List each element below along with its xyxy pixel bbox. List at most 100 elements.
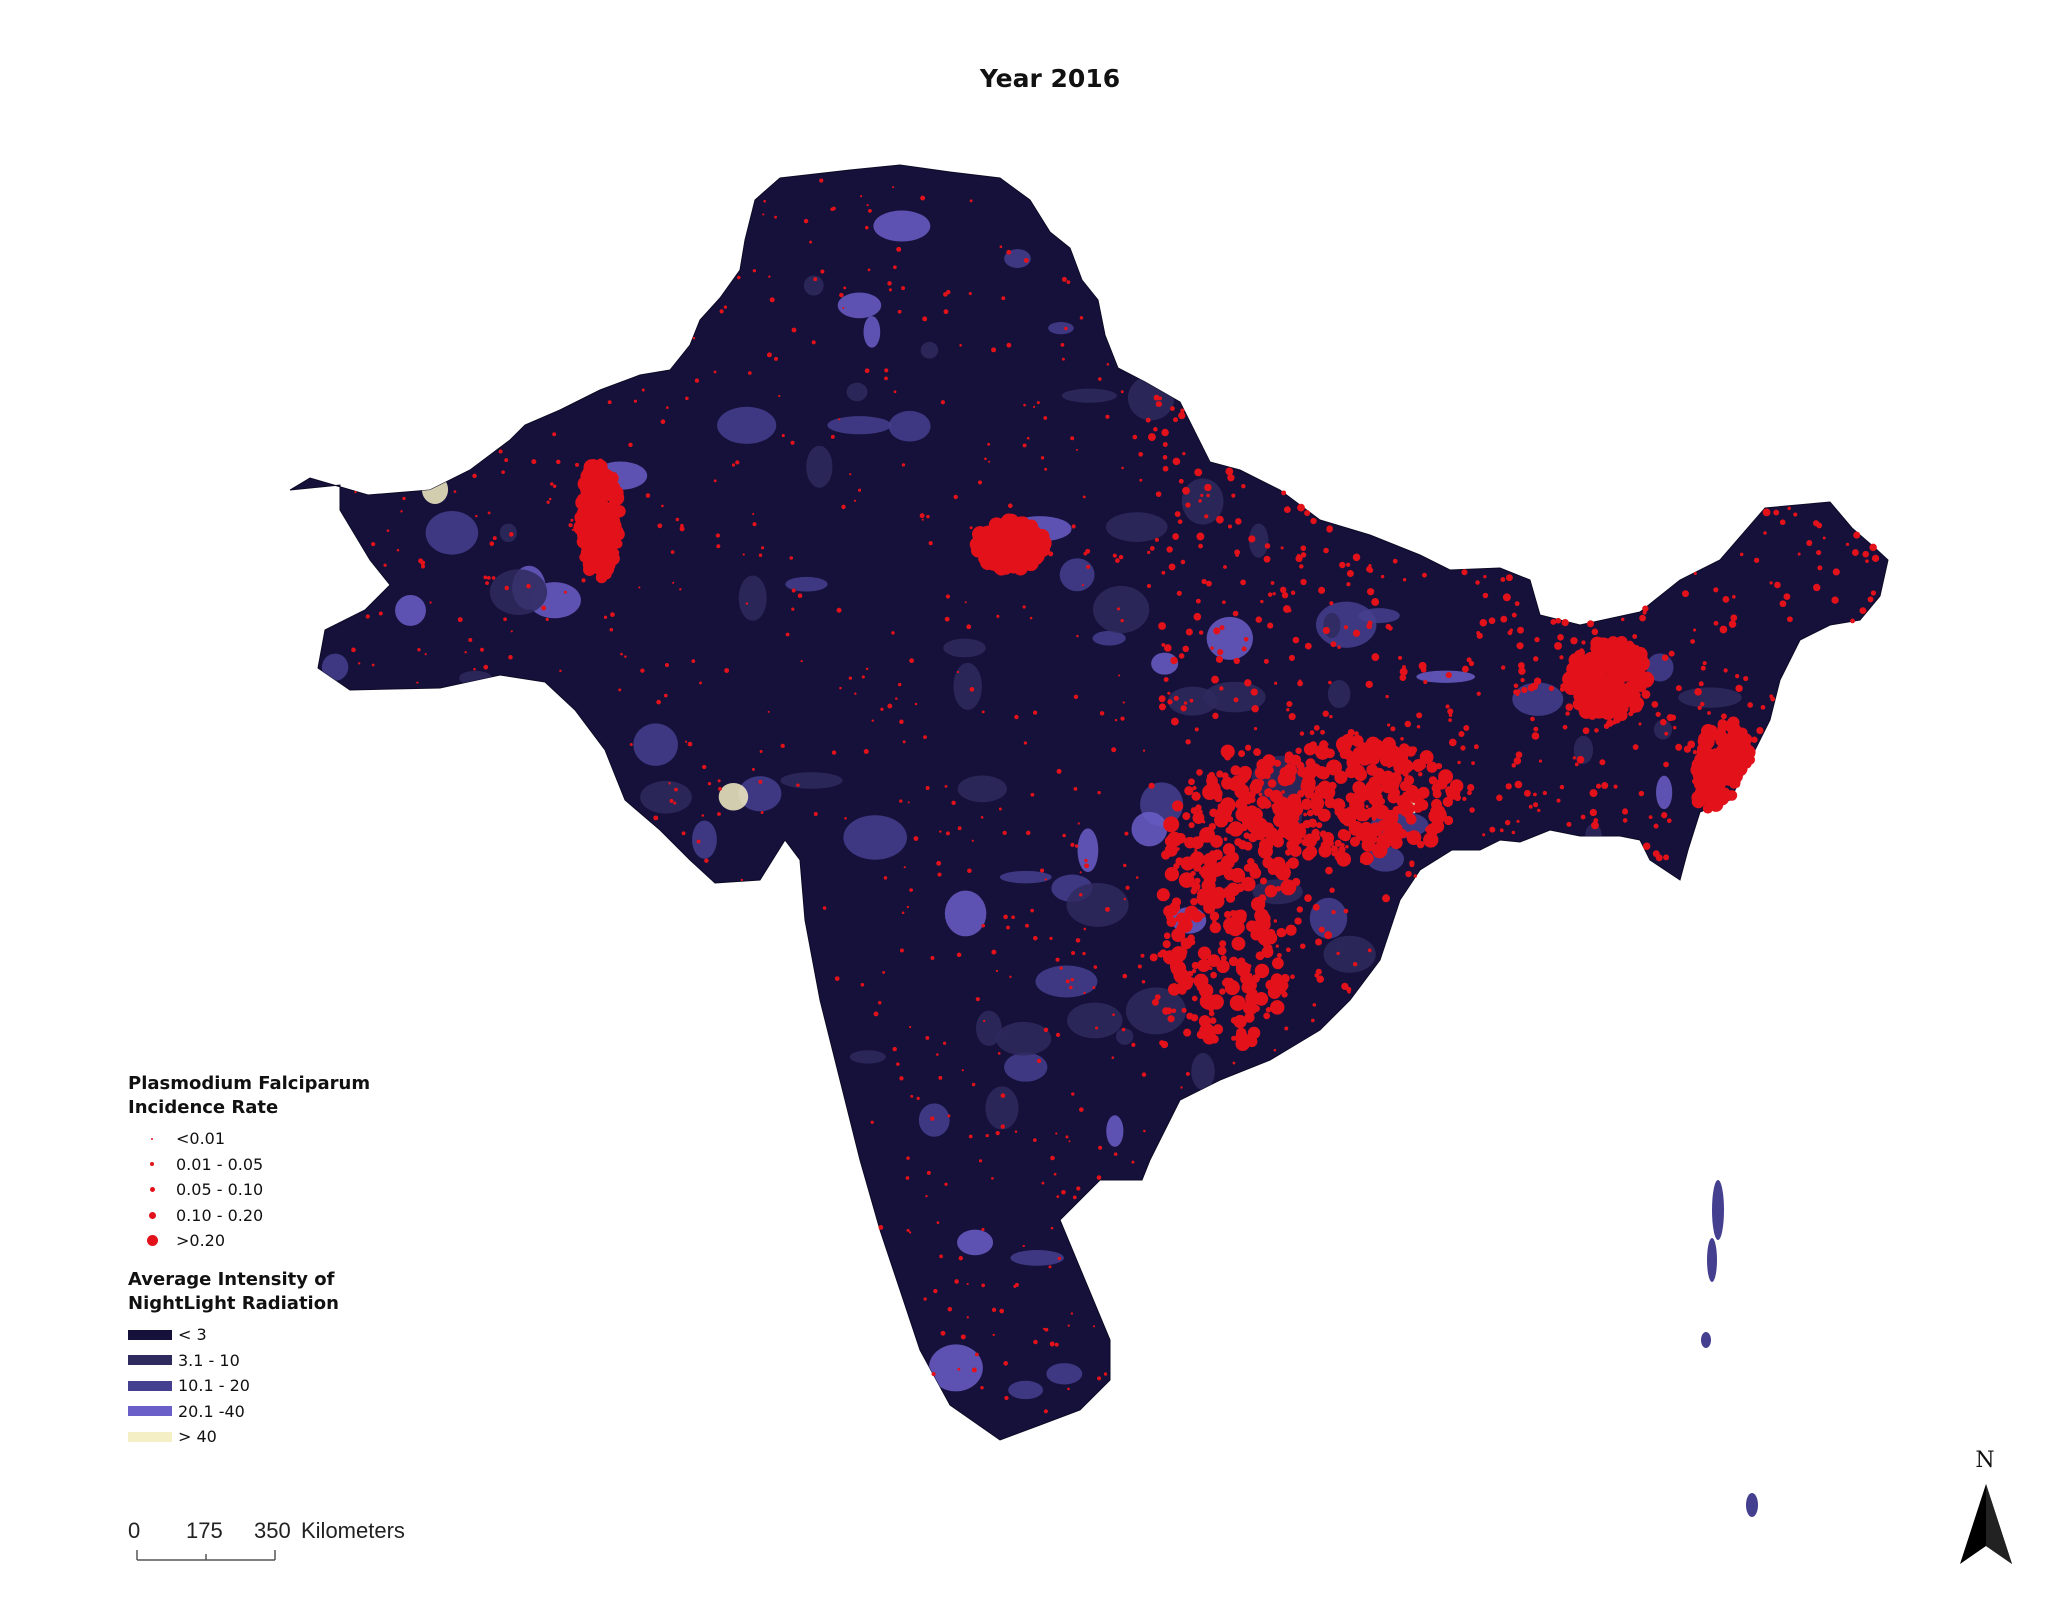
incidence-dot xyxy=(1201,578,1207,585)
incidence-dot xyxy=(1797,552,1801,556)
incidence-dot xyxy=(1000,1093,1006,1098)
incidence-dot xyxy=(1423,832,1439,848)
incidence-dot xyxy=(1287,857,1299,869)
incidence-dot xyxy=(1390,834,1402,846)
incidence-dot xyxy=(704,858,709,863)
nightlight-region xyxy=(717,406,777,444)
incidence-dot xyxy=(969,526,973,530)
incidence-dot xyxy=(1664,731,1669,736)
incidence-dot xyxy=(664,662,670,668)
incidence-dot xyxy=(839,686,842,690)
incidence-dot xyxy=(1466,657,1472,663)
incidence-dot xyxy=(1149,546,1155,551)
incidence-dot xyxy=(715,533,721,538)
incidence-dot xyxy=(1488,617,1496,625)
incidence-dot xyxy=(1247,1026,1261,1040)
incidence-dot xyxy=(791,607,795,611)
incidence-dot xyxy=(1595,783,1602,789)
incidence-dot xyxy=(1174,511,1181,517)
incidence-dot xyxy=(1760,705,1766,710)
incidence-dot xyxy=(1082,495,1086,499)
incidence-dot xyxy=(1280,973,1290,983)
incidence-dot xyxy=(1171,718,1178,725)
incidence-dot xyxy=(1591,628,1599,636)
nightlight-region xyxy=(1358,608,1400,624)
incidence-dot xyxy=(1210,870,1218,879)
incidence-dot xyxy=(1339,830,1352,842)
incidence-dot xyxy=(1233,697,1239,703)
incidence-dot xyxy=(1178,411,1186,420)
incidence-dot xyxy=(1642,605,1649,612)
incidence-dot xyxy=(971,540,985,554)
incidence-dot xyxy=(1004,1395,1009,1401)
nightlight-region xyxy=(944,890,987,937)
incidence-dot xyxy=(1033,935,1038,941)
incidence-dot xyxy=(672,581,675,584)
incidence-dot xyxy=(1112,553,1117,558)
incidence-dot xyxy=(1232,610,1239,617)
incidence-dot xyxy=(853,499,857,502)
incidence-dot xyxy=(1241,646,1247,652)
incidence-dot xyxy=(1583,662,1595,673)
incidence-dot xyxy=(780,743,785,748)
incidence-dot xyxy=(1240,579,1246,586)
incidence-dot xyxy=(1288,654,1295,661)
incidence-dot xyxy=(1482,833,1486,837)
incidence-dot xyxy=(1159,1040,1165,1046)
incidence-dot xyxy=(936,860,942,866)
incidence-dot xyxy=(638,586,641,589)
incidence-dot xyxy=(1070,1312,1074,1315)
incidence-dot xyxy=(1132,434,1138,440)
incidence-dot xyxy=(1273,1048,1277,1052)
incidence-dot xyxy=(1367,588,1375,596)
nightlight-region xyxy=(1008,1380,1043,1400)
nightlight-region xyxy=(785,576,828,592)
incidence-dot xyxy=(1098,377,1102,381)
incidence-dot xyxy=(768,275,771,278)
incidence-dot xyxy=(1352,553,1361,562)
incidence-dot xyxy=(1050,1155,1055,1161)
incidence-dot xyxy=(1517,662,1525,669)
nightlight-region xyxy=(953,662,982,710)
incidence-dot xyxy=(944,1182,948,1186)
incidence-dot xyxy=(371,541,376,547)
incidence-dot xyxy=(424,653,427,656)
north-label: N xyxy=(1975,1448,1995,1473)
incidence-dot xyxy=(1189,851,1205,867)
incidence-dot xyxy=(1072,1195,1077,1200)
island xyxy=(1701,1332,1711,1348)
incidence-dot xyxy=(1523,789,1531,797)
incidence-dot xyxy=(1468,660,1475,667)
incidence-dot xyxy=(1158,622,1166,630)
nightlight-region xyxy=(806,445,833,488)
incidence-dot xyxy=(1534,636,1540,643)
incidence-dot xyxy=(1233,657,1240,665)
nightlight-region xyxy=(1323,935,1376,973)
incidence-dot xyxy=(1371,598,1380,606)
incidence-dot xyxy=(968,292,972,296)
incidence-dot xyxy=(526,583,531,589)
incidence-dot xyxy=(1290,974,1295,980)
incidence-dot xyxy=(1122,701,1125,704)
incidence-dot xyxy=(1675,743,1683,751)
incidence-dot xyxy=(1377,778,1385,785)
incidence-dot xyxy=(1177,519,1183,524)
incidence-dot xyxy=(1244,744,1252,751)
incidence-dot xyxy=(1743,675,1749,682)
incidence-dot xyxy=(1113,1152,1118,1156)
incidence-dot xyxy=(1212,886,1226,900)
incidence-dot xyxy=(365,614,370,619)
incidence-dot xyxy=(503,617,507,622)
incidence-dot xyxy=(1743,759,1752,769)
incidence-dot xyxy=(884,368,889,373)
incidence-dot xyxy=(954,1279,959,1284)
incidence-dot xyxy=(980,1385,984,1390)
incidence-dot xyxy=(1123,863,1127,868)
nightlight-region xyxy=(943,638,986,658)
incidence-dot xyxy=(1589,808,1597,817)
incidence-dot xyxy=(964,601,967,604)
incidence-dot xyxy=(1599,759,1606,766)
nightlight-regions xyxy=(321,210,1742,1400)
incidence-dot xyxy=(893,390,897,394)
incidence-dot xyxy=(1166,917,1177,927)
